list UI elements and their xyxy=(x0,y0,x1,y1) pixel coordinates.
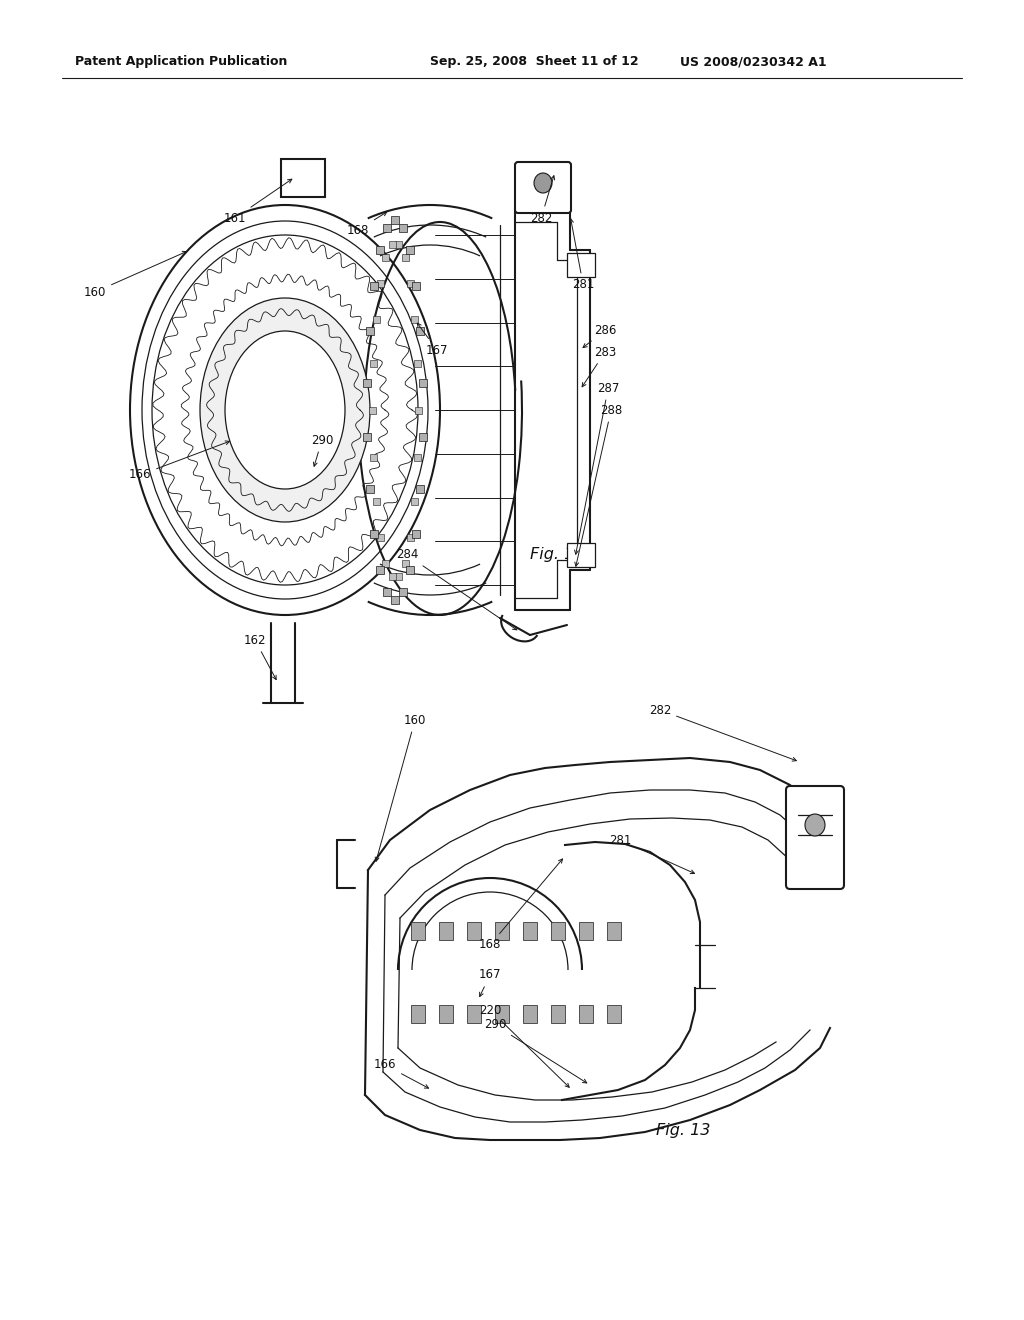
Ellipse shape xyxy=(130,205,440,615)
Bar xyxy=(364,433,372,441)
Text: Fig. 12: Fig. 12 xyxy=(530,548,585,562)
Bar xyxy=(383,589,391,597)
Bar xyxy=(467,921,481,940)
Bar xyxy=(382,255,389,261)
Bar xyxy=(370,359,377,367)
Text: 166: 166 xyxy=(129,441,229,482)
Bar xyxy=(391,216,399,224)
Bar xyxy=(551,921,565,940)
Text: 168: 168 xyxy=(347,213,387,236)
Bar xyxy=(401,255,409,261)
Text: 287: 287 xyxy=(574,381,620,554)
Bar xyxy=(417,327,425,335)
Text: 220: 220 xyxy=(479,1003,569,1088)
Bar xyxy=(579,1005,593,1023)
Bar xyxy=(395,573,402,581)
Bar xyxy=(523,1005,537,1023)
Bar xyxy=(389,573,395,581)
Text: 162: 162 xyxy=(244,634,276,680)
Bar xyxy=(408,535,414,541)
Bar xyxy=(411,921,425,940)
Text: Sep. 25, 2008  Sheet 11 of 12: Sep. 25, 2008 Sheet 11 of 12 xyxy=(430,55,639,69)
Text: 281: 281 xyxy=(569,219,594,292)
Bar xyxy=(607,921,621,940)
Bar xyxy=(414,454,421,461)
Bar xyxy=(419,379,427,387)
Bar xyxy=(419,433,427,441)
Text: 290: 290 xyxy=(311,433,333,466)
Bar xyxy=(415,407,422,414)
Bar xyxy=(389,240,395,248)
Bar xyxy=(382,560,389,566)
Bar xyxy=(281,158,325,197)
Bar xyxy=(607,1005,621,1023)
Ellipse shape xyxy=(200,298,370,521)
Bar xyxy=(391,597,399,605)
Bar xyxy=(495,921,509,940)
Text: US 2008/0230342 A1: US 2008/0230342 A1 xyxy=(680,55,826,69)
Bar xyxy=(377,280,384,286)
Bar xyxy=(414,359,421,367)
Bar xyxy=(467,1005,481,1023)
Bar xyxy=(413,531,420,539)
Text: 284: 284 xyxy=(396,549,517,630)
Ellipse shape xyxy=(152,235,418,585)
Bar xyxy=(373,317,380,323)
Text: 282: 282 xyxy=(530,176,555,224)
Ellipse shape xyxy=(142,220,428,599)
Text: 160: 160 xyxy=(84,251,186,298)
FancyBboxPatch shape xyxy=(515,162,571,213)
Text: 167: 167 xyxy=(479,969,502,997)
Text: 281: 281 xyxy=(609,833,694,874)
Bar xyxy=(370,454,377,461)
FancyBboxPatch shape xyxy=(786,785,844,888)
Text: 282: 282 xyxy=(649,704,797,762)
Bar xyxy=(383,223,391,232)
Text: 166: 166 xyxy=(374,1059,429,1088)
Bar xyxy=(567,543,595,568)
Bar xyxy=(412,317,419,323)
Bar xyxy=(408,280,414,286)
Text: 160: 160 xyxy=(375,714,426,861)
Ellipse shape xyxy=(225,331,345,488)
Bar xyxy=(366,327,374,335)
Bar xyxy=(579,921,593,940)
Bar xyxy=(399,223,407,232)
Bar xyxy=(366,484,374,492)
Bar xyxy=(439,921,453,940)
Text: 286: 286 xyxy=(583,323,616,347)
Bar xyxy=(370,281,378,289)
Bar xyxy=(401,560,409,566)
Ellipse shape xyxy=(534,173,552,193)
Bar xyxy=(495,1005,509,1023)
Bar xyxy=(364,379,372,387)
Bar xyxy=(417,484,425,492)
Bar xyxy=(376,566,384,574)
Bar xyxy=(395,240,402,248)
Text: Patent Application Publication: Patent Application Publication xyxy=(75,55,288,69)
Text: 290: 290 xyxy=(483,1019,587,1082)
Bar xyxy=(370,531,378,539)
Text: Fig. 13: Fig. 13 xyxy=(656,1122,711,1138)
Bar xyxy=(411,1005,425,1023)
Text: 168: 168 xyxy=(479,859,562,952)
Text: 167: 167 xyxy=(418,323,449,356)
Bar xyxy=(407,566,414,574)
Bar xyxy=(407,246,414,255)
Bar xyxy=(376,246,384,255)
Bar xyxy=(439,1005,453,1023)
Bar xyxy=(377,535,384,541)
Text: 161: 161 xyxy=(224,180,292,224)
Bar xyxy=(567,253,595,277)
Text: 288: 288 xyxy=(574,404,623,566)
Ellipse shape xyxy=(805,814,825,836)
Bar xyxy=(412,498,419,504)
Bar xyxy=(373,498,380,504)
Bar xyxy=(369,407,376,414)
Bar xyxy=(399,589,407,597)
Bar xyxy=(413,281,420,289)
Text: 283: 283 xyxy=(582,346,616,387)
Bar xyxy=(523,921,537,940)
Bar xyxy=(551,1005,565,1023)
